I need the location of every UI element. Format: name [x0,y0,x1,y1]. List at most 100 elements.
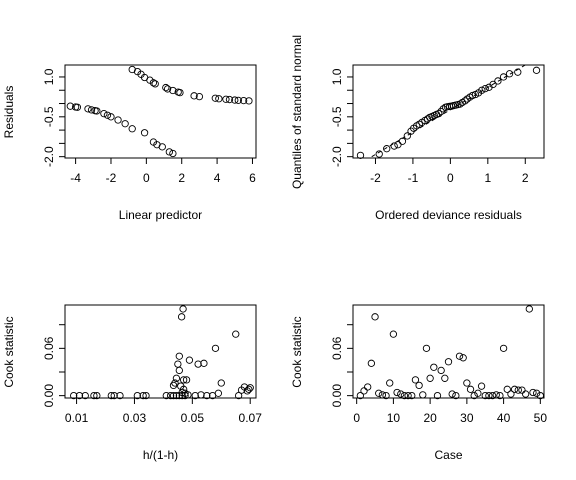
data-point [184,391,192,399]
data-point [474,389,482,397]
x-tick-label: 0.07 [239,411,263,425]
data-point [172,391,181,400]
data-point [400,391,409,400]
y-tick-label: -2.0 [330,146,344,167]
data-point [81,391,89,400]
data-point [169,391,178,400]
data-point [133,391,141,400]
data-point [176,88,184,97]
data-point [75,391,84,400]
data-point [444,358,453,366]
data-point [415,381,423,390]
data-point [521,390,530,398]
data-point [179,305,187,313]
panel-qq-plot: -2 -1 0 1 2 -2.0 -0.5 1.0 Ordered deviance resid… [290,35,545,222]
data-point [222,95,230,103]
y-axis-label: Cook statistic [2,316,16,387]
x-tick-label: 50 [534,411,548,425]
data-point [245,97,253,105]
data-point [231,96,239,104]
data-point [386,379,394,387]
data-point [191,391,199,400]
data-point [441,374,449,382]
data-point [419,391,427,399]
data-point [492,391,500,399]
y-tick-label: -0.5 [330,106,344,127]
plot-frame [352,64,545,159]
data-point [499,344,508,352]
data-point [494,77,502,85]
data-point [448,390,456,398]
data-point [466,385,475,393]
data-point [481,391,489,400]
data-point [505,70,514,78]
data-point [197,391,205,399]
data-point [382,391,390,400]
data-point [378,391,387,399]
data-point [211,344,220,352]
data-point [356,151,365,159]
data-point [408,391,416,400]
data-point [411,376,420,384]
data-point [367,359,376,367]
data-point [103,111,112,119]
data-point [232,330,240,338]
data-point [423,115,432,123]
x-tick-label: 2 [522,171,529,185]
data-point [217,379,225,387]
data-point [435,109,443,118]
x-axis-label: Linear predictor [119,208,202,222]
data-point [403,132,411,140]
y-tick-label: 1.0 [330,68,344,85]
data-point [211,94,219,102]
data-point [437,366,445,375]
data-point [174,360,182,368]
data-point [533,389,541,397]
data-point [461,97,469,105]
x-tick-label: 30 [460,411,474,425]
data-point [100,109,108,118]
data-point [214,389,223,397]
data-point [70,391,78,400]
x-tick-label: -4 [70,171,81,185]
data-point [389,330,398,338]
data-point [163,85,172,93]
data-point [234,391,243,400]
data-point [169,86,177,95]
y-tick-label: -2.0 [42,146,56,167]
data-point [84,105,92,113]
data-point [149,79,158,87]
data-point [525,305,533,313]
data-point [185,356,194,364]
data-point [481,84,489,93]
data-point [496,391,504,400]
y-tick-label: 0.00 [330,384,344,408]
data-point [139,391,147,400]
data-point [468,91,477,100]
x-tick-label: 0.05 [181,411,205,425]
data-point [128,125,136,133]
data-point [510,385,519,393]
data-point [371,313,379,321]
panel-cook-vs-leverage: 0.01 0.03 0.05 0.07 0.00 0.06 h/(1-h) Cook stat… [2,304,263,462]
data-point [246,384,254,392]
plot-frame [64,64,257,159]
data-point [121,120,129,128]
data-point [375,389,383,397]
data-point [195,92,204,101]
x-tick-label: 4 [214,171,221,185]
data-point [452,391,460,400]
y-axis-label: Quantiles of standard normal [290,35,304,189]
data-point [404,391,412,400]
data-point [110,391,118,400]
data-point [73,103,82,111]
y-axis-label: Residuals [2,86,16,139]
data-point [499,73,508,81]
data-point [171,379,179,387]
data-point [215,95,223,103]
data-point [463,379,471,387]
data-point [439,105,447,113]
data-point [488,391,497,400]
x-tick-label: 0 [143,171,150,185]
data-point [397,390,405,398]
